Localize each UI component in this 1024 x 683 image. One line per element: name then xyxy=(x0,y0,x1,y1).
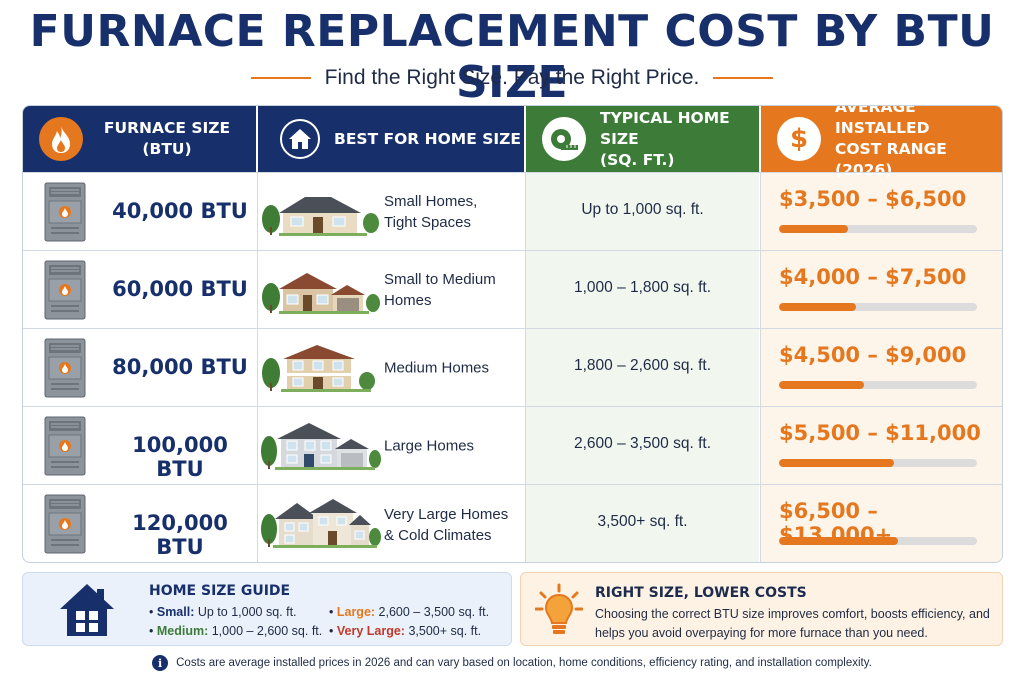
subtitle-divider-left xyxy=(250,77,311,79)
square-footage: 1,000 – 1,800 sq. ft. xyxy=(573,279,712,296)
guide-item-label: Medium: xyxy=(156,624,209,638)
house-illustration xyxy=(262,273,380,314)
cost-bar xyxy=(779,381,977,389)
guide-item-value: 2,600 – 3,500 sq. ft. xyxy=(378,605,490,619)
btu-size: 100,000 BTU xyxy=(132,433,228,481)
square-footage: 2,600 – 3,500 sq. ft. xyxy=(573,435,712,452)
flame-icon xyxy=(39,117,83,161)
table-row: 40,000 BTU Small Homes, Tight Spaces Up … xyxy=(23,172,1002,250)
tip-box: RIGHT SIZE, LOWER COSTS Choosing the cor… xyxy=(520,572,1003,646)
table-row: 80,000 BTU Medium Homes 1,800 – 2,600 sq… xyxy=(23,328,1002,406)
house-illustration xyxy=(261,499,381,548)
square-footage: Up to 1,000 sq. ft. xyxy=(581,201,704,218)
tip-title: RIGHT SIZE, LOWER COSTS xyxy=(595,585,807,601)
furnace-icon xyxy=(44,182,86,242)
square-footage: 1,800 – 2,600 sq. ft. xyxy=(573,357,712,374)
cost-bar xyxy=(779,459,977,467)
house-illustration xyxy=(261,423,381,470)
header-typical-size-label: TYPICAL HOME SIZE (SQ. FT.) xyxy=(600,108,730,169)
cost-bar-fill xyxy=(779,381,865,389)
house-illustration xyxy=(262,345,375,392)
home-size-label: Very Large Homes & Cold Climates xyxy=(384,505,509,544)
header-furnace-size: FURNACE SIZE (BTU) xyxy=(23,106,256,172)
column-divider xyxy=(760,172,761,562)
furnace-icon xyxy=(44,494,86,554)
furnace-icon xyxy=(44,260,86,320)
cost-table: FURNACE SIZE (BTU) BEST FOR HOME SIZE TY… xyxy=(22,105,1003,563)
footnote: i Costs are average installed prices in … xyxy=(0,655,1024,671)
table-row: 120,000 BTU Very Large Homes & Cold Clim… xyxy=(23,484,1002,562)
tape-measure-icon xyxy=(542,117,586,161)
column-divider xyxy=(525,172,526,562)
home-size-label: Small Homes, Tight Spaces xyxy=(384,192,478,231)
dollar-icon: $ xyxy=(777,117,821,161)
home-size-label: Medium Homes xyxy=(384,359,490,376)
cost-bar xyxy=(779,225,977,233)
guide-item-value: 1,000 – 2,600 sq. ft. xyxy=(211,624,323,638)
home-size-label: Large Homes xyxy=(384,437,475,454)
table-row: 60,000 BTU Small to Medium Homes 1,000 –… xyxy=(23,250,1002,328)
guide-item-label: Large: xyxy=(336,605,376,619)
sqft-column-background xyxy=(526,172,759,562)
cost-bar-fill xyxy=(779,459,894,467)
cost-range: $4,500 – $9,000 xyxy=(779,343,967,367)
subtitle: Find the Right Size. Pay the Right Price… xyxy=(324,66,700,89)
cost-column-background xyxy=(761,172,1002,562)
cost-range: $4,000 – $7,500 xyxy=(779,265,967,289)
column-divider xyxy=(257,172,258,562)
lightbulb-icon xyxy=(535,583,583,634)
house-icon xyxy=(60,584,114,636)
guide-item-very-large: • Very Large: 3,500+ sq. ft. xyxy=(329,624,482,638)
square-footage: 3,500+ sq. ft. xyxy=(597,513,688,530)
guide-item-value: 3,500+ sq. ft. xyxy=(408,624,482,638)
cost-range: $3,500 – $6,500 xyxy=(779,187,967,211)
cost-range: $5,500 – $11,000 xyxy=(779,421,981,445)
house-icon xyxy=(280,119,320,159)
footnote-text: Costs are average installed prices in 20… xyxy=(176,657,872,669)
guide-item-label: Very Large: xyxy=(336,624,405,638)
furnace-icon xyxy=(44,338,86,398)
page-title: FURNACE REPLACEMENT COST BY BTU SIZE xyxy=(29,6,995,108)
guide-item-large: • Large: 2,600 – 3,500 sq. ft. xyxy=(329,605,490,619)
header-cost-range-label: AVERAGE INSTALLED COST RANGE (2026) xyxy=(835,105,947,179)
btu-size: 120,000 BTU xyxy=(132,511,228,559)
btu-size: 60,000 BTU xyxy=(112,277,248,301)
guide-item-label: Small: xyxy=(156,605,195,619)
cost-bar-fill xyxy=(779,225,849,233)
cost-bar-fill xyxy=(779,537,898,545)
header-cost-range: $ AVERAGE INSTALLED COST RANGE (2026) xyxy=(761,106,1002,179)
cost-bar xyxy=(779,303,977,311)
subtitle-row: Find the Right Size. Pay the Right Price… xyxy=(0,66,1024,90)
info-icon: i xyxy=(152,655,169,671)
home-size-label: Small to Medium Homes xyxy=(384,270,496,309)
guide-item-medium: • Medium: 1,000 – 2,600 sq. ft. xyxy=(149,624,323,638)
header-best-for: BEST FOR HOME SIZE xyxy=(258,106,524,172)
tip-text: Choosing the correct BTU size improves c… xyxy=(595,607,990,640)
subtitle-divider-right xyxy=(713,77,774,79)
cost-bar xyxy=(779,537,977,545)
header-best-for-label: BEST FOR HOME SIZE xyxy=(334,129,521,148)
table-row: 100,000 BTU Large Homes 2,600 – 3,500 sq… xyxy=(23,406,1002,484)
furnace-icon xyxy=(44,416,86,476)
home-size-guide: HOME SIZE GUIDE • Small: Up to 1,000 sq.… xyxy=(22,572,512,646)
header-furnace-size-label: FURNACE SIZE (BTU) xyxy=(103,119,231,158)
header-typical-size: TYPICAL HOME SIZE (SQ. FT.) xyxy=(526,106,759,172)
guide-item-small: • Small: Up to 1,000 sq. ft. xyxy=(149,605,297,619)
house-illustration xyxy=(262,197,379,236)
cost-bar-fill xyxy=(779,303,857,311)
btu-size: 80,000 BTU xyxy=(112,355,248,379)
guide-title: HOME SIZE GUIDE xyxy=(149,583,291,599)
guide-item-value: Up to 1,000 sq. ft. xyxy=(197,605,297,619)
btu-size: 40,000 BTU xyxy=(112,199,248,223)
